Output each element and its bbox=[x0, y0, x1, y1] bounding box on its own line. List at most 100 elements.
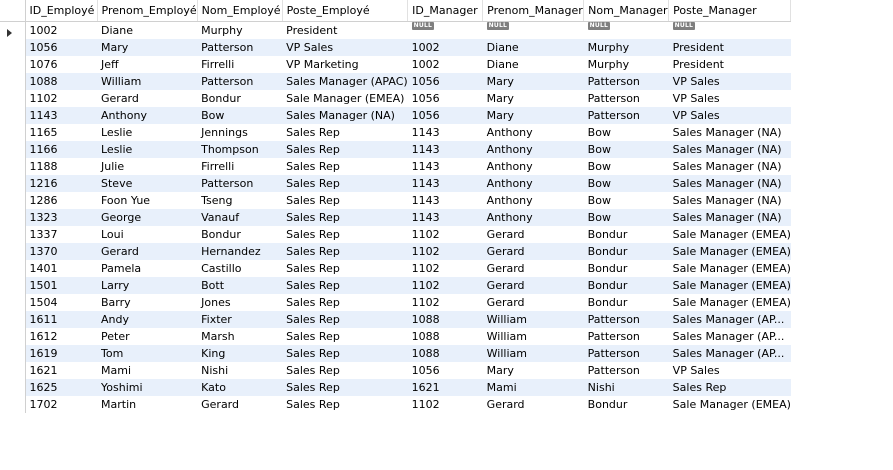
cell-nom-manager[interactable]: Nishi bbox=[583, 379, 669, 396]
cell-poste-employe[interactable]: Sales Rep bbox=[286, 194, 340, 207]
cell-id-manager[interactable]: 1002 bbox=[407, 39, 483, 56]
cell-prenom-employe[interactable]: Mami bbox=[101, 364, 132, 377]
cell-id-manager[interactable]: NULL bbox=[408, 22, 483, 40]
cell-prenom-employe[interactable]: Julie bbox=[101, 160, 125, 173]
cell-prenom-manager[interactable]: Mary bbox=[486, 364, 514, 377]
cell-id-manager[interactable]: 1143 bbox=[411, 126, 440, 139]
cell-nom-manager[interactable]: Patterson bbox=[583, 73, 669, 90]
cell-poste-manager[interactable]: VP Sales bbox=[668, 73, 791, 90]
table-row[interactable]: 1088 William Patterson Sales Manager (APAC)… bbox=[0, 73, 791, 90]
cell-nom-manager[interactable]: Bondur bbox=[587, 296, 628, 309]
cell-poste-manager[interactable]: VP Sales bbox=[668, 107, 791, 124]
cell-nom-manager[interactable]: Bondur bbox=[587, 228, 628, 241]
cell-id-employe[interactable]: 1323 bbox=[25, 209, 97, 226]
table-row[interactable]: 1188 Julie Firrelli Sales Rep 1143 Anthony Bow… bbox=[0, 158, 791, 175]
cell-poste-manager[interactable]: Sales Manager (AP... bbox=[668, 311, 791, 328]
cell-prenom-employe[interactable]: Martin bbox=[101, 398, 137, 411]
cell-nom-employe[interactable]: Thompson bbox=[197, 141, 283, 158]
cell-poste-employe[interactable]: Sales Rep bbox=[282, 277, 408, 294]
cell-prenom-employe[interactable]: Mary bbox=[97, 39, 198, 56]
cell-prenom-manager[interactable]: Anthony bbox=[482, 175, 584, 192]
row-selector[interactable] bbox=[0, 379, 26, 396]
row-selector[interactable] bbox=[0, 311, 26, 328]
cell-prenom-manager[interactable]: Gerard bbox=[486, 296, 525, 309]
cell-id-manager[interactable]: 1056 bbox=[407, 73, 483, 90]
cell-prenom-manager[interactable]: Anthony bbox=[486, 194, 533, 207]
row-selector[interactable] bbox=[0, 226, 26, 243]
cell-poste-manager[interactable]: President bbox=[668, 39, 791, 56]
cell-nom-employe[interactable]: Bow bbox=[197, 107, 283, 124]
cell-id-employe[interactable]: 1102 bbox=[29, 92, 58, 105]
cell-prenom-employe[interactable]: Larry bbox=[97, 277, 198, 294]
cell-poste-manager[interactable]: Sale Manager (EMEA) bbox=[672, 262, 791, 275]
cell-id-manager[interactable]: 1102 bbox=[411, 228, 440, 241]
cell-poste-employe[interactable]: Sales Manager (APAC) bbox=[282, 73, 408, 90]
cell-poste-employe[interactable]: Sales Rep bbox=[282, 175, 408, 192]
cell-poste-manager[interactable]: Sales Manager (NA) bbox=[668, 175, 791, 192]
table-row[interactable]: 1702 Martin Gerard Sales Rep 1102 Gerard Bondu… bbox=[0, 396, 791, 413]
cell-id-employe[interactable]: 1504 bbox=[29, 296, 58, 309]
cell-poste-employe[interactable]: Sales Rep bbox=[282, 345, 408, 362]
cell-nom-manager[interactable]: Patterson bbox=[583, 311, 669, 328]
cell-nom-employe[interactable]: Patterson bbox=[197, 39, 283, 56]
cell-prenom-manager[interactable]: Mami bbox=[482, 379, 584, 396]
cell-poste-manager[interactable]: Sales Manager (NA) bbox=[672, 126, 782, 139]
cell-nom-employe[interactable]: Kato bbox=[197, 379, 283, 396]
table-row[interactable]: 1076 Jeff Firrelli VP Marketing 1002 Diane Mur… bbox=[0, 56, 791, 73]
column-header-poste-employe[interactable]: Poste_Employé bbox=[282, 0, 409, 22]
column-header-nom-employe[interactable]: Nom_Employé bbox=[197, 0, 283, 22]
cell-prenom-manager[interactable]: Anthony bbox=[486, 160, 533, 173]
cell-nom-manager[interactable]: Bow bbox=[587, 194, 611, 207]
cell-nom-employe[interactable]: Fixter bbox=[197, 311, 283, 328]
cell-id-employe[interactable]: 1002 bbox=[29, 24, 58, 37]
cell-prenom-manager[interactable]: Gerard bbox=[482, 277, 584, 294]
cell-nom-employe[interactable]: Vanauf bbox=[197, 209, 283, 226]
cell-poste-employe[interactable]: VP Marketing bbox=[286, 58, 359, 71]
table-row[interactable]: 1002 Diane Murphy President NULL NULL NULL NULL bbox=[0, 21, 791, 40]
cell-id-manager[interactable]: 1102 bbox=[411, 296, 440, 309]
cell-nom-manager[interactable]: Bondur bbox=[587, 398, 628, 411]
cell-nom-employe[interactable]: Marsh bbox=[201, 330, 235, 343]
cell-prenom-employe[interactable]: Jeff bbox=[101, 58, 119, 71]
row-selector[interactable] bbox=[0, 396, 26, 413]
cell-prenom-employe[interactable]: Loui bbox=[101, 228, 124, 241]
table-row[interactable]: 1612 Peter Marsh Sales Rep 1088 William Patter… bbox=[0, 328, 791, 345]
row-selector[interactable] bbox=[0, 277, 26, 294]
cell-id-manager[interactable]: 1056 bbox=[411, 92, 440, 105]
cell-prenom-employe[interactable]: Steve bbox=[97, 175, 198, 192]
cell-id-manager[interactable]: 1102 bbox=[407, 243, 483, 260]
cell-id-employe[interactable]: 1625 bbox=[25, 379, 97, 396]
column-header-prenom-employe[interactable]: Prenom_Employé bbox=[97, 0, 198, 22]
cell-poste-employe[interactable]: Sales Rep bbox=[286, 126, 340, 139]
cell-id-manager[interactable]: 1002 bbox=[411, 58, 440, 71]
cell-poste-employe[interactable]: VP Sales bbox=[282, 39, 408, 56]
table-row[interactable]: 1286 Foon Yue Tseng Sales Rep 1143 Anthony Bow… bbox=[0, 192, 791, 209]
cell-nom-employe[interactable]: Gerard bbox=[201, 398, 239, 411]
cell-id-manager[interactable]: 1143 bbox=[411, 194, 440, 207]
cell-poste-manager[interactable]: Sales Manager (AP... bbox=[668, 345, 791, 362]
cell-id-employe[interactable]: 1188 bbox=[29, 160, 58, 173]
table-row[interactable]: 1166 Leslie Thompson Sales Rep 1143 Anthony Bo… bbox=[0, 141, 791, 158]
cell-id-manager[interactable]: 1102 bbox=[407, 277, 483, 294]
row-selector[interactable] bbox=[0, 56, 26, 73]
cell-prenom-manager[interactable]: William bbox=[486, 330, 527, 343]
cell-nom-manager[interactable]: Bondur bbox=[587, 262, 628, 275]
cell-id-manager[interactable]: 1143 bbox=[411, 160, 440, 173]
cell-id-employe[interactable]: 1076 bbox=[29, 58, 58, 71]
table-row[interactable]: 1323 George Vanauf Sales Rep 1143 Anthony Bow S… bbox=[0, 209, 791, 226]
table-row[interactable]: 1621 Mami Nishi Sales Rep 1056 Mary Patterson V… bbox=[0, 362, 791, 379]
cell-id-manager[interactable]: 1143 bbox=[407, 175, 483, 192]
cell-id-employe[interactable]: 1337 bbox=[29, 228, 58, 241]
cell-poste-employe[interactable]: Sales Rep bbox=[282, 311, 408, 328]
cell-prenom-employe[interactable]: Pamela bbox=[101, 262, 142, 275]
cell-poste-manager[interactable]: Sale Manager (EMEA) bbox=[668, 277, 791, 294]
row-selector[interactable] bbox=[0, 124, 26, 141]
cell-prenom-employe[interactable]: William bbox=[97, 73, 198, 90]
cell-prenom-manager[interactable]: Mary bbox=[486, 92, 514, 105]
column-header-id-employe[interactable]: ID_Employé bbox=[25, 0, 98, 22]
cell-prenom-employe[interactable]: Leslie bbox=[101, 126, 133, 139]
cell-id-manager[interactable]: 1088 bbox=[407, 345, 483, 362]
cell-prenom-manager[interactable]: Anthony bbox=[486, 126, 533, 139]
cell-nom-manager[interactable]: Bondur bbox=[583, 277, 669, 294]
cell-prenom-manager[interactable]: Mary bbox=[482, 73, 584, 90]
